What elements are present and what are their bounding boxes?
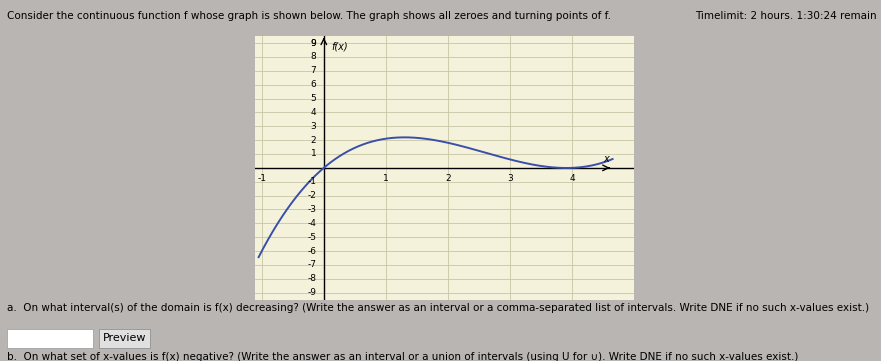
Text: x: x: [603, 154, 610, 164]
Text: 9: 9: [311, 39, 316, 48]
Text: b.  On what set of x-values is f(x) negative? (Write the answer as an interval o: b. On what set of x-values is f(x) negat…: [7, 352, 798, 361]
Text: 1: 1: [383, 174, 389, 183]
Text: -4: -4: [307, 219, 316, 228]
Text: 6: 6: [311, 80, 316, 89]
Text: 3: 3: [311, 122, 316, 131]
Text: -1: -1: [257, 174, 266, 183]
Text: -9: -9: [307, 288, 316, 297]
Text: a.  On what interval(s) of the domain is f(x) decreasing? (Write the answer as a: a. On what interval(s) of the domain is …: [7, 303, 870, 313]
Text: -5: -5: [307, 233, 316, 242]
Text: Consider the continuous function f whose graph is shown below. The graph shows a: Consider the continuous function f whose…: [7, 11, 611, 21]
Text: 1: 1: [311, 149, 316, 158]
Text: 3: 3: [507, 174, 513, 183]
Text: 7: 7: [311, 66, 316, 75]
Text: Preview: Preview: [102, 334, 146, 343]
Text: -1: -1: [307, 177, 316, 186]
Text: 4: 4: [311, 108, 316, 117]
Text: 2: 2: [445, 174, 451, 183]
Text: -8: -8: [307, 274, 316, 283]
Text: -3: -3: [307, 205, 316, 214]
Text: 8: 8: [311, 52, 316, 61]
Text: -6: -6: [307, 247, 316, 256]
Text: 4: 4: [569, 174, 575, 183]
Text: f(x): f(x): [331, 42, 348, 52]
Text: -7: -7: [307, 260, 316, 269]
Text: 5: 5: [311, 94, 316, 103]
Text: -2: -2: [307, 191, 316, 200]
Text: 9: 9: [311, 39, 316, 48]
Text: Timelimit: 2 hours. 1:30:24 remain: Timelimit: 2 hours. 1:30:24 remain: [695, 11, 877, 21]
Text: 2: 2: [311, 136, 316, 145]
